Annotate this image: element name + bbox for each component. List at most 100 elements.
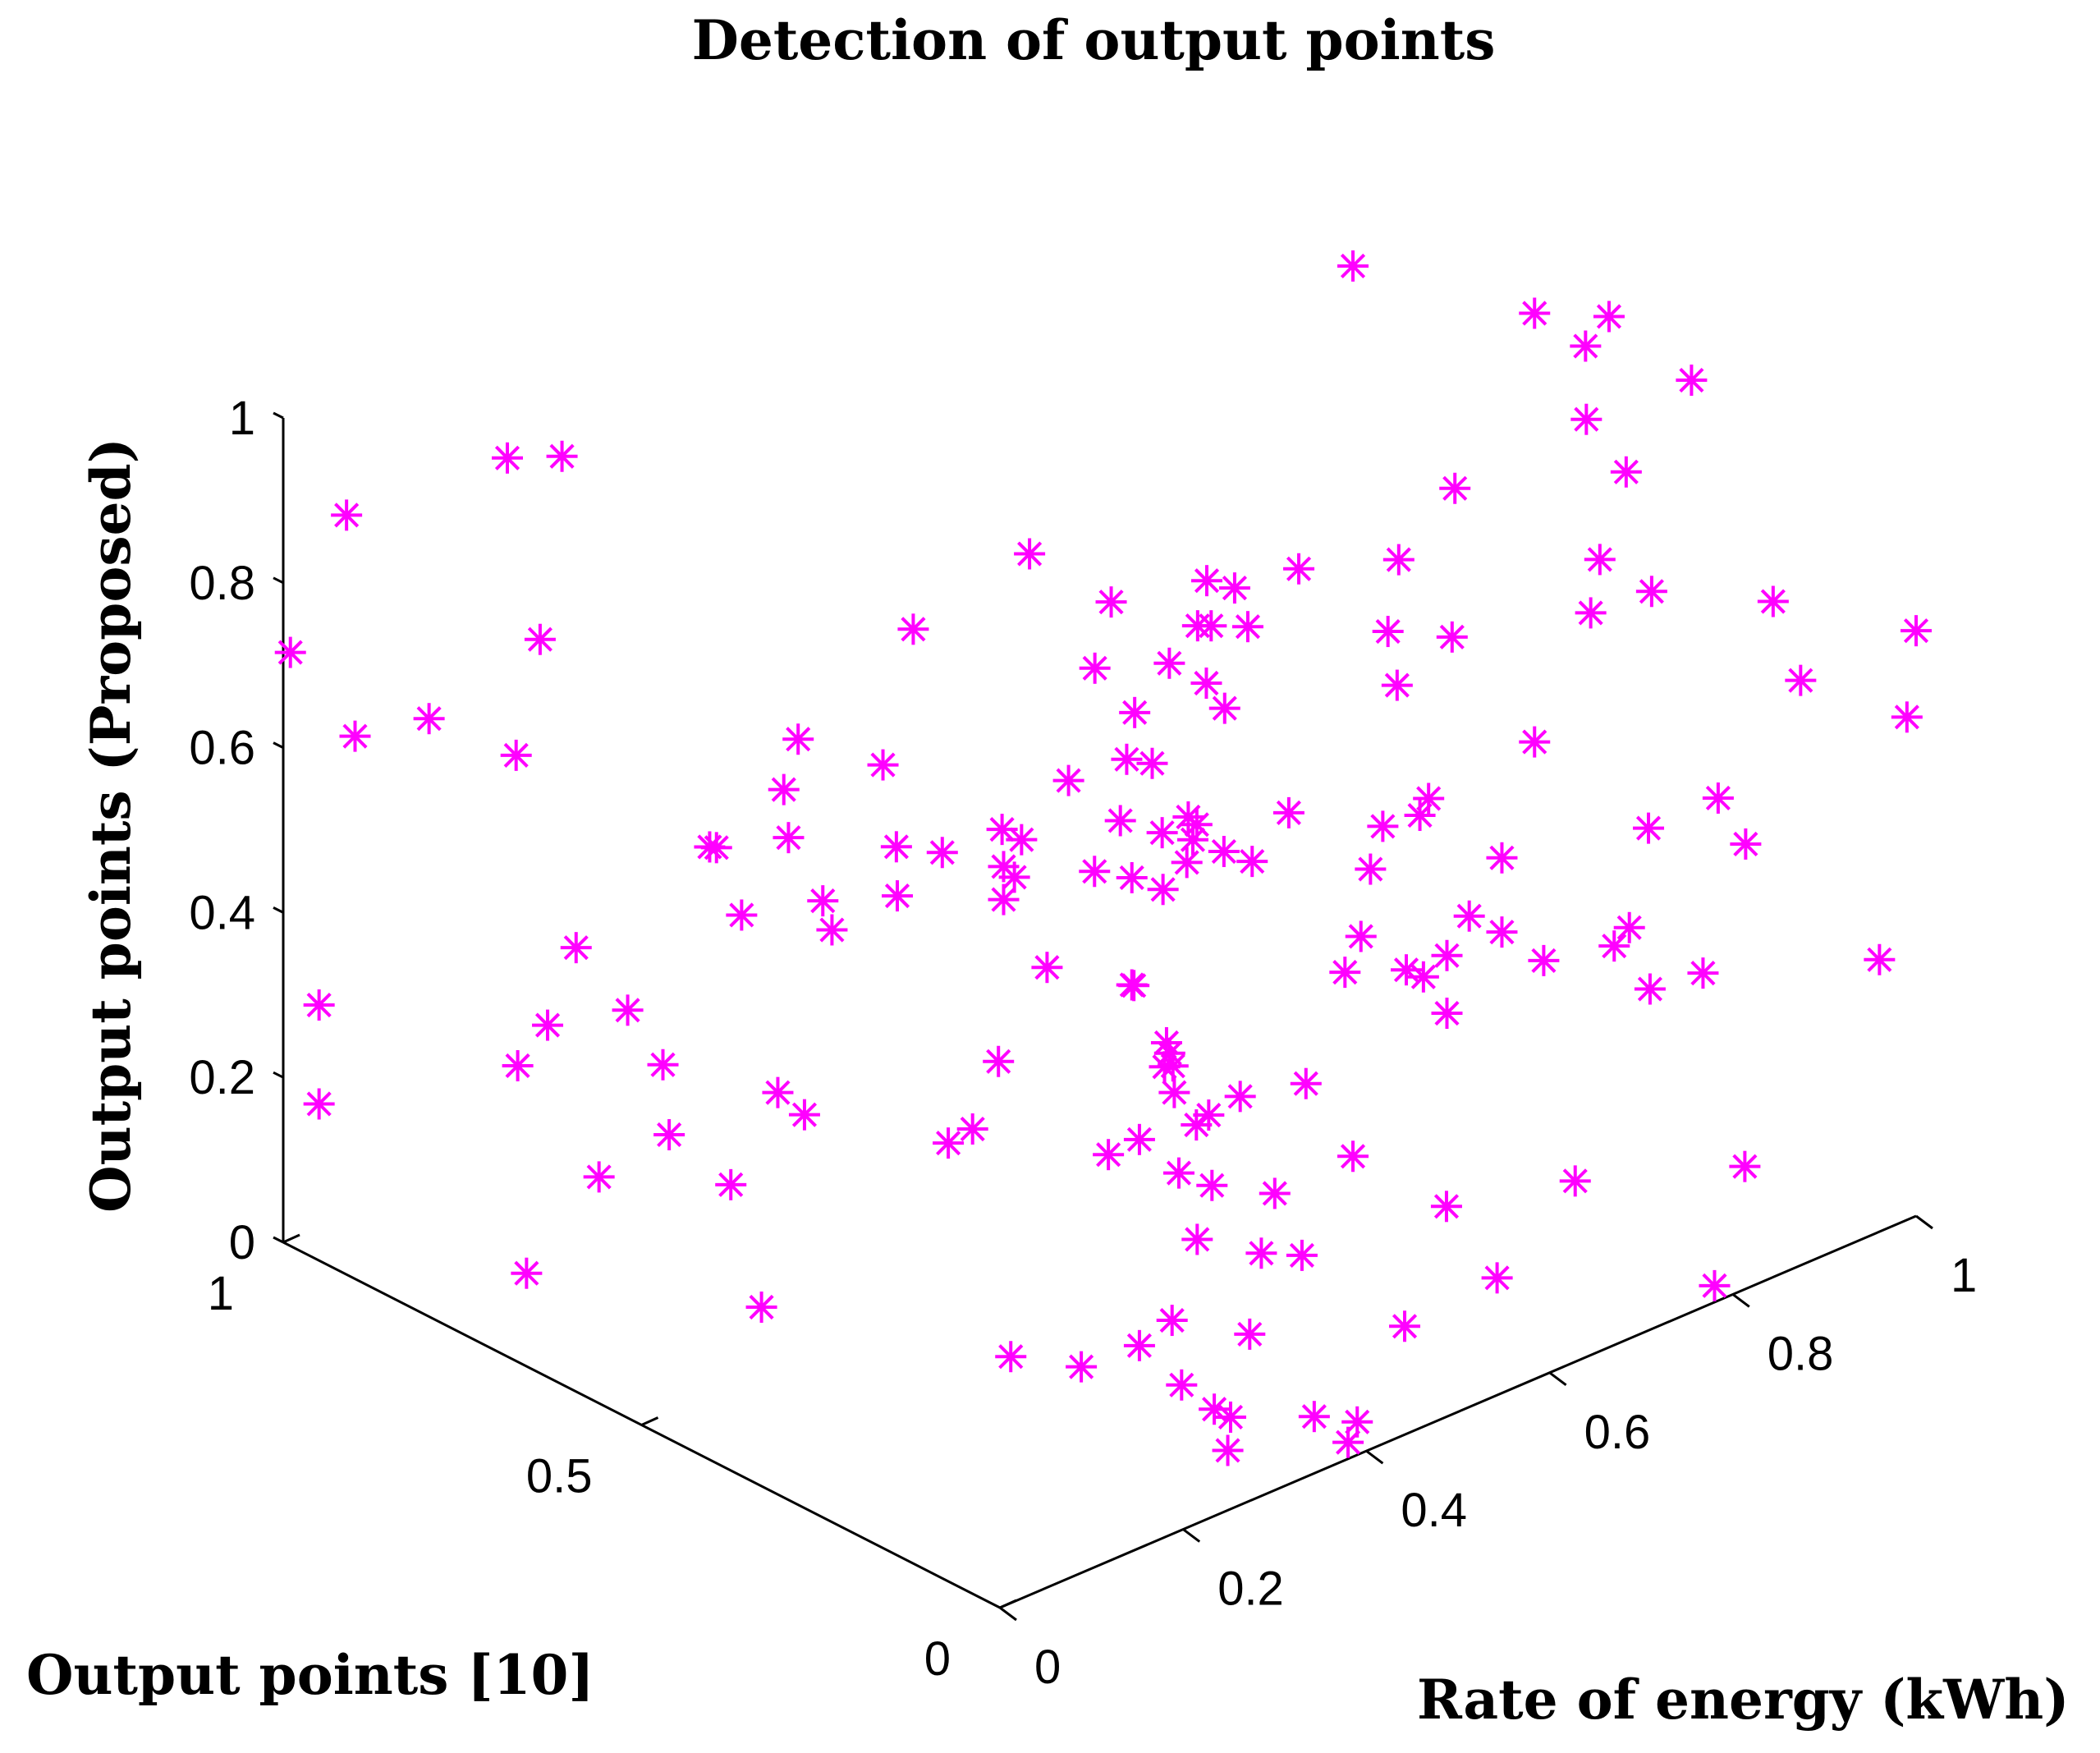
- data-point: [1486, 842, 1518, 874]
- data-point: [1111, 743, 1143, 775]
- data-point: [1702, 782, 1734, 814]
- data-point: [1584, 544, 1616, 576]
- data-point: [1181, 610, 1213, 642]
- data-point: [1150, 1026, 1182, 1058]
- y-axis-label: Output points [10]: [26, 1643, 594, 1707]
- data-point: [1196, 1169, 1228, 1201]
- data-point: [1162, 1157, 1194, 1189]
- data-point: [1575, 597, 1607, 629]
- data-point: [1031, 952, 1063, 984]
- data-point: [1528, 944, 1560, 976]
- data-point: [303, 1088, 335, 1120]
- data-point: [1699, 1269, 1731, 1301]
- data-point: [511, 1257, 543, 1289]
- x-tick: [999, 1606, 1017, 1622]
- data-point: [807, 885, 839, 917]
- x-ticks: 0 0.2 0.4 0.6 0.8 1: [999, 1214, 1977, 1694]
- data-point: [1332, 1426, 1364, 1458]
- data-point: [1136, 747, 1168, 779]
- data-point: [1729, 1150, 1761, 1182]
- data-point: [1052, 764, 1084, 796]
- y-tick: [999, 1599, 1017, 1609]
- data-point: [583, 1161, 615, 1193]
- data-point: [1119, 696, 1151, 728]
- data-point: [1181, 809, 1213, 841]
- z-tick: [273, 411, 284, 420]
- data-point: [524, 623, 556, 655]
- data-point: [1118, 970, 1150, 1002]
- data-point: [1156, 1305, 1188, 1337]
- data-point: [1208, 692, 1240, 724]
- x-tick-label: 0: [1034, 1641, 1061, 1694]
- data-point: [1345, 920, 1377, 952]
- data-point: [1757, 585, 1789, 617]
- z-tick-label: 0.4: [189, 886, 255, 939]
- data-point: [1486, 916, 1518, 948]
- data-point: [560, 932, 592, 964]
- data-point: [1014, 538, 1046, 570]
- x-tick-label: 0.4: [1401, 1484, 1467, 1537]
- data-point: [1559, 1165, 1591, 1197]
- data-point: [726, 899, 758, 931]
- z-tick: [273, 906, 284, 914]
- data-point: [1341, 1406, 1373, 1438]
- z-tick: [273, 576, 284, 585]
- data-point: [933, 1127, 965, 1159]
- data-point: [1199, 1393, 1231, 1425]
- data-point: [1610, 456, 1642, 488]
- data-point: [1214, 1401, 1246, 1433]
- data-point: [1231, 611, 1263, 643]
- data-point: [647, 1049, 679, 1081]
- data-point: [998, 861, 1030, 893]
- data-point: [1864, 943, 1896, 975]
- y-tick-label: 0.5: [526, 1450, 593, 1503]
- data-point: [1286, 1239, 1318, 1271]
- data-point: [1066, 1351, 1098, 1383]
- z-ticks: 0 0.2 0.4 0.6 0.8 1: [189, 392, 284, 1269]
- data-point: [1212, 1434, 1244, 1466]
- data-point: [1259, 1177, 1291, 1209]
- data-point: [1290, 1067, 1322, 1099]
- x-tick: [1365, 1449, 1384, 1465]
- data-point: [1381, 669, 1413, 701]
- data-point: [1687, 957, 1719, 989]
- data-point: [1079, 652, 1111, 684]
- data-point: [926, 837, 958, 869]
- z-tick-label: 0.6: [189, 722, 255, 775]
- z-tick-label: 0: [229, 1216, 255, 1269]
- axes: 00.20.40.60.81 00.51 00.20.40.60.81: [189, 392, 1977, 1694]
- data-point: [1430, 1191, 1462, 1223]
- data-point: [762, 1076, 794, 1108]
- data-point: [1676, 365, 1708, 397]
- data-point: [1431, 939, 1463, 971]
- data-point: [1095, 586, 1127, 618]
- data-point: [1634, 973, 1666, 1005]
- data-point: [1236, 846, 1268, 878]
- data-point: [1404, 800, 1436, 832]
- data-point: [1123, 1123, 1155, 1155]
- z-tick: [273, 1071, 284, 1079]
- y-tick-label: 1: [208, 1267, 234, 1320]
- data-point: [1519, 726, 1551, 758]
- data-point: [653, 1118, 685, 1150]
- data-point: [897, 613, 929, 645]
- x-tick-label: 0.6: [1584, 1406, 1651, 1459]
- data-point: [1104, 805, 1136, 837]
- data-point: [1147, 874, 1179, 906]
- data-point: [745, 1292, 777, 1323]
- data-point: [1891, 701, 1923, 733]
- data-point: [1224, 1081, 1256, 1113]
- data-point: [694, 831, 726, 863]
- data-points: [274, 250, 1932, 1466]
- data-point: [1633, 812, 1665, 844]
- data-point: [782, 723, 814, 755]
- data-point: [788, 1099, 820, 1131]
- data-point: [816, 914, 848, 946]
- data-point: [532, 1009, 564, 1041]
- data-point: [1283, 553, 1315, 585]
- data-point: [1234, 1318, 1266, 1350]
- data-point: [1453, 900, 1485, 932]
- data-point: [339, 720, 371, 752]
- data-point: [1166, 1369, 1198, 1401]
